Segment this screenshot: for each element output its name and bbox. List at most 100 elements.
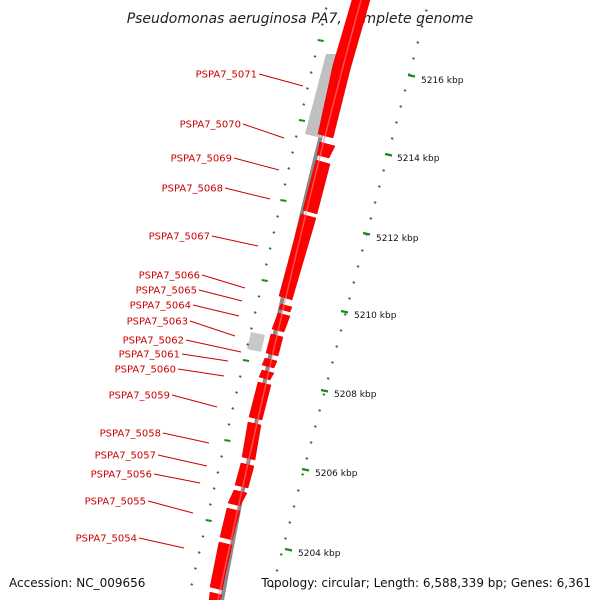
inner-tick [238, 375, 242, 378]
inner-tick [291, 151, 294, 154]
gene-label-leader [258, 73, 304, 87]
outer-tick [403, 89, 407, 92]
gene-label: PSPA7_5060 [115, 365, 176, 376]
inner-tick [242, 359, 250, 362]
gene-label: PSPA7_5068 [162, 184, 223, 195]
outer-tick [292, 505, 296, 508]
inner-tick [268, 247, 272, 250]
kbp-label: 5204 kbp [298, 549, 341, 559]
gene-label-leader [242, 123, 285, 139]
kbp-label: 5208 kbp [334, 390, 377, 400]
outer-tick [377, 185, 381, 188]
gene-label: PSPA7_5058 [100, 429, 161, 440]
outer-tick [309, 441, 313, 444]
gene-label: PSPA7_5065 [136, 286, 197, 297]
gene-label: PSPA7_5066 [139, 271, 200, 282]
outer-tick [369, 217, 373, 220]
gene-features [208, 0, 371, 600]
inner-tick [280, 199, 287, 202]
gene-label-leader [153, 473, 201, 484]
gene-arrow [241, 421, 262, 461]
gene-label-leader [177, 368, 225, 377]
inner-tick [272, 231, 276, 234]
gene-label-leader [185, 339, 242, 353]
inner-tick [320, 23, 324, 26]
inner-tick [235, 391, 238, 394]
inner-tick [287, 167, 291, 170]
outer-tick [322, 393, 326, 396]
major-tick [301, 467, 310, 472]
kbp-label: 5216 kbp [421, 76, 464, 86]
major-tick [407, 73, 416, 78]
grey-feature-small [247, 332, 265, 352]
inner-tick [264, 263, 268, 266]
gene-label: PSPA7_5055 [85, 497, 146, 508]
major-tick [362, 231, 371, 236]
inner-tick [253, 311, 257, 314]
outer-tick [356, 265, 360, 268]
major-tick [340, 309, 349, 314]
inner-tick [220, 455, 224, 458]
inner-tick [324, 7, 328, 10]
inner-tick [231, 407, 235, 410]
outer-tick [331, 361, 334, 364]
gene-label-leader [171, 394, 218, 408]
outer-tick [318, 409, 322, 412]
gene-label: PSPA7_5059 [109, 391, 170, 402]
outer-tick [275, 569, 279, 572]
gene-arrow [227, 489, 248, 507]
inner-tick [276, 215, 280, 218]
outer-tick [416, 41, 420, 44]
inner-tick [306, 87, 309, 90]
gene-label-leader [224, 187, 271, 200]
kbp-label: 5206 kbp [315, 469, 358, 479]
genome-title: Pseudomonas aeruginosa PA7, complete gen… [127, 11, 474, 27]
outer-tick [296, 489, 300, 492]
inner-tick [298, 119, 306, 122]
gene-arrow [278, 213, 317, 301]
inner-tick [205, 519, 212, 522]
gene-label-leader [201, 274, 246, 289]
inner-tick [250, 327, 253, 330]
kbp-label: 5210 kbp [354, 311, 397, 321]
inner-tick [283, 183, 287, 186]
gene-label: PSPA7_5057 [95, 451, 156, 462]
inner-tick [257, 295, 261, 298]
outer-tick [420, 25, 424, 28]
outer-tick [326, 377, 330, 380]
gene-arrow [258, 369, 275, 381]
inner-tick [194, 567, 197, 570]
position-ticks: 5216 kbp 5214 kbp 5212 kbp 5210 kbp 5208 kbp… [190, 7, 464, 588]
outer-tick [390, 137, 394, 140]
outer-tick [288, 521, 292, 524]
gene-arrow [271, 312, 291, 333]
outer-tick [352, 281, 356, 284]
gene-label-leader [181, 353, 229, 362]
gene-label-leader [138, 537, 185, 549]
outer-tick [301, 473, 305, 476]
inner-tick [246, 343, 250, 346]
inner-tick [216, 471, 220, 474]
gene-label-leader [211, 235, 259, 247]
major-tick [384, 152, 393, 157]
gene-label-leader [147, 500, 194, 514]
outer-tick [305, 457, 309, 460]
outer-tick [424, 9, 428, 12]
genome-summary-text: Topology: circular; Length: 6,588,339 bp… [261, 576, 591, 590]
accession-text: Accession: NC_009656 [9, 576, 146, 590]
gene-labels: PSPA7_5071 PSPA7_5070 PSPA7_5069 PSPA7_5068… [76, 70, 304, 549]
outer-tick [399, 105, 403, 108]
major-tick [284, 547, 293, 552]
inner-tick [197, 551, 201, 554]
inner-tick [227, 423, 231, 426]
gene-track-highlight [217, 0, 362, 600]
gene-arrow [278, 303, 293, 313]
inner-tick [261, 279, 268, 282]
outer-tick [343, 313, 347, 316]
gene-label-leader [233, 157, 280, 171]
inner-tick [190, 583, 194, 586]
gene-arrow [316, 141, 336, 159]
outer-tick [339, 329, 343, 332]
inner-tick [294, 135, 298, 138]
outer-tick [373, 201, 377, 204]
